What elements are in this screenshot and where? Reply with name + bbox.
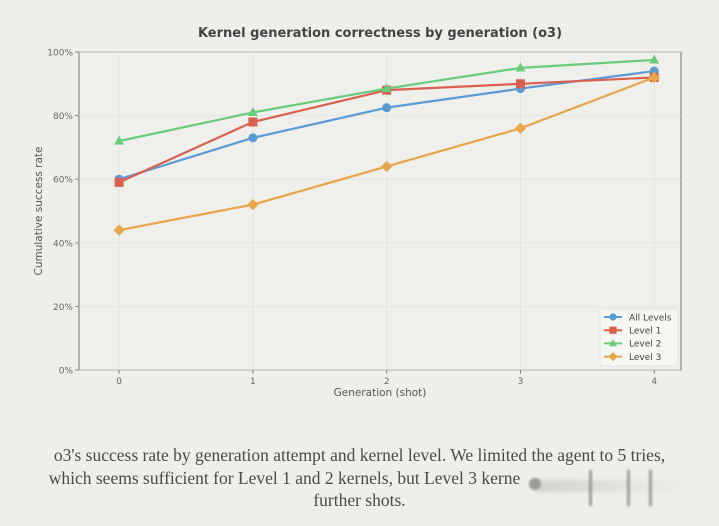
video-overlay-artifact: [529, 470, 687, 510]
y-tick-label: 100%: [47, 49, 73, 59]
overlay-line: [589, 470, 592, 506]
data-point-level-3: [247, 199, 259, 211]
data-point-level-3: [113, 224, 125, 236]
x-tick-label: 4: [651, 377, 657, 387]
data-point-level-1: [515, 79, 525, 89]
y-axis-label: Cumulative success rate: [33, 146, 45, 275]
data-point-level-3: [514, 122, 527, 134]
line-chart: Kernel generation correctness by generat…: [33, 26, 682, 399]
series-level-3: [113, 71, 660, 236]
y-tick-label: 60%: [53, 176, 73, 186]
x-tick-label: 3: [518, 377, 524, 387]
legend-label-level-1: Level 1: [629, 327, 661, 337]
series-level-2: [114, 54, 660, 145]
y-axis: 0% 20% 40% 60% 80% 100%: [47, 49, 79, 377]
overlay-line: [649, 470, 652, 506]
x-axis-label: Generation (shot): [334, 387, 427, 399]
legend-marker-all-levels: [609, 313, 617, 321]
x-axis: 0 1 2 3 4: [116, 370, 657, 387]
data-point-all-levels: [382, 103, 392, 113]
data-point-level-2: [649, 54, 660, 64]
data-point-level-2: [381, 83, 392, 93]
caption-line-2: which seems sufficient for Level 1 and 2…: [48, 467, 521, 488]
data-point-level-2: [515, 62, 526, 72]
legend-marker-level-2: [609, 339, 617, 347]
overlay-dot-icon: [529, 478, 541, 490]
y-tick-label: 0%: [59, 367, 74, 377]
x-tick-label: 2: [384, 377, 390, 387]
legend-marker-level-1: [609, 326, 617, 334]
legend-box: [599, 308, 679, 367]
series-group: [113, 54, 660, 236]
y-tick-label: 80%: [53, 112, 73, 122]
data-point-level-2: [114, 135, 125, 145]
legend-label-level-2: Level 2: [629, 340, 661, 350]
overlay-line: [627, 470, 630, 506]
data-point-level-1: [114, 177, 124, 187]
caption-line-1: o3's success rate by generation attempt …: [53, 445, 666, 465]
data-point-level-2: [247, 107, 258, 117]
y-tick-label: 20%: [53, 303, 73, 313]
grid-lines: [79, 51, 681, 371]
data-point-level-3: [381, 160, 393, 173]
legend-marker-level-3: [608, 352, 618, 362]
x-tick-label: 0: [116, 377, 122, 387]
data-point-all-levels: [248, 133, 258, 143]
plot-area: [78, 51, 682, 371]
data-point-level-3: [648, 71, 660, 84]
x-tick-label: 1: [250, 377, 256, 387]
data-point-level-1: [248, 117, 258, 127]
chart-title: Kernel generation correctness by generat…: [198, 26, 562, 41]
legend-label-all-levels: All Levels: [629, 313, 672, 323]
legend-label-level-3: Level 3: [629, 353, 661, 363]
y-tick-label: 40%: [53, 239, 73, 249]
overlay-bar: [537, 480, 687, 492]
figure-caption: o3's success rate by generation attempt …: [0, 444, 719, 512]
legend: All Levels Level 1 Level 2 Level 3: [599, 308, 679, 367]
caption-line-3: further shots.: [313, 490, 406, 510]
